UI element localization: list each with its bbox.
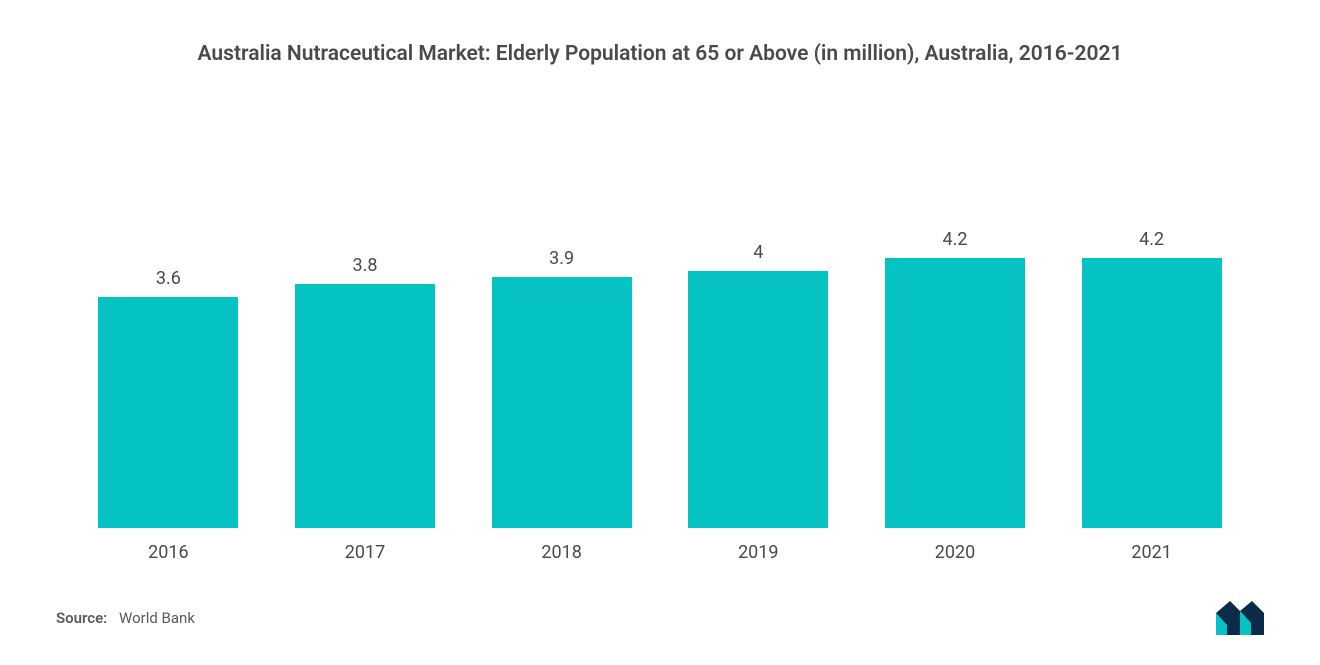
bar (295, 284, 435, 528)
bar (492, 277, 632, 528)
bar (688, 271, 828, 528)
logo-icon (1216, 601, 1264, 635)
bar-group: 4.2 2021 (1072, 229, 1232, 563)
bar-group: 3.6 2016 (88, 268, 248, 563)
bar-group: 4.2 2020 (875, 229, 1035, 563)
chart-plot-area: 3.6 2016 3.8 2017 3.9 2018 4 2019 4.2 2020 4.2 2021 (50, 78, 1270, 573)
category-label: 2016 (148, 542, 188, 563)
chart-title: Australia Nutraceutical Market: Elderly … (198, 40, 1123, 68)
category-label: 2017 (345, 542, 385, 563)
bar-group: 3.9 2018 (482, 248, 642, 563)
bar-value-label: 3.9 (549, 248, 574, 269)
bar-value-label: 4 (753, 242, 763, 263)
bar-value-label: 4.2 (942, 229, 967, 250)
source-label: Source: (56, 609, 107, 627)
bar (1082, 258, 1222, 528)
brand-logo (1216, 601, 1264, 635)
bar (98, 297, 238, 528)
source-attribution: Source: World Bank (56, 609, 195, 627)
bar-value-label: 4.2 (1139, 229, 1164, 250)
bar-group: 4 2019 (678, 242, 838, 563)
bar-value-label: 3.6 (156, 268, 181, 289)
source-value: World Bank (119, 609, 195, 627)
category-label: 2019 (738, 542, 778, 563)
category-label: 2018 (541, 542, 581, 563)
bar-group: 3.8 2017 (285, 255, 445, 563)
category-label: 2021 (1131, 542, 1171, 563)
category-label: 2020 (935, 542, 975, 563)
bar-value-label: 3.8 (352, 255, 377, 276)
chart-footer: Source: World Bank (50, 591, 1270, 635)
bar (885, 258, 1025, 528)
chart-container: Australia Nutraceutical Market: Elderly … (0, 0, 1320, 665)
